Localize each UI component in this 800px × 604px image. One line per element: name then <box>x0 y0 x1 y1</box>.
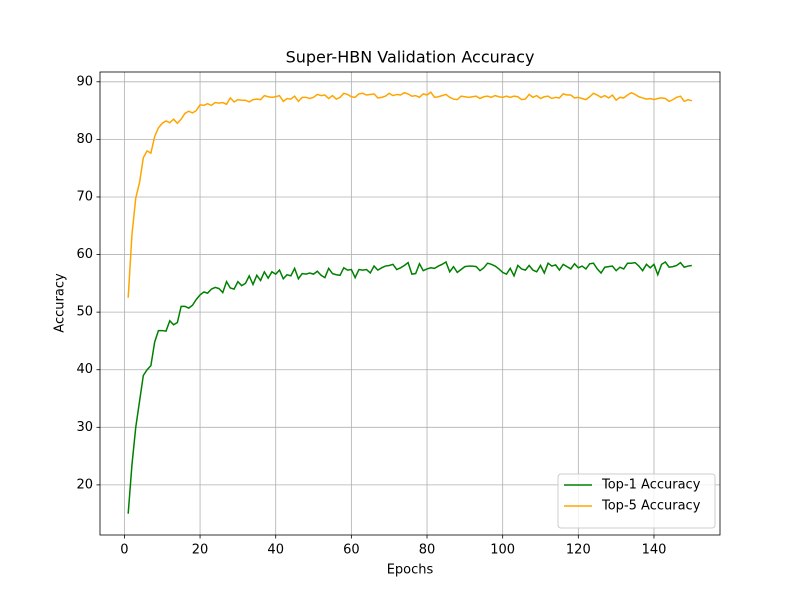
x-axis-label: Epochs <box>387 563 434 578</box>
x-tick-label: 60 <box>343 543 360 558</box>
y-tick-label: 20 <box>76 477 93 492</box>
x-tick-label: 120 <box>566 543 591 558</box>
x-tick-label: 20 <box>192 543 209 558</box>
data-line <box>127 260 692 514</box>
plot-frame <box>99 71 721 536</box>
y-axis-label: Accuracy <box>53 273 68 333</box>
y-tick-label: 90 <box>76 74 93 89</box>
chart-title: Super-HBN Validation Accuracy <box>286 48 535 67</box>
y-tick-label: 80 <box>76 132 93 147</box>
y-tick-label: 70 <box>76 189 93 204</box>
legend-label: Top-1 Accuracy <box>601 478 701 493</box>
legend-box <box>557 473 716 529</box>
x-tick-label: 100 <box>490 543 515 558</box>
x-tick-label: 140 <box>642 543 667 558</box>
y-tick-label: 50 <box>76 305 93 320</box>
x-tick-label: 80 <box>419 543 436 558</box>
y-tick-label: 60 <box>76 247 93 262</box>
y-tick-label: 40 <box>76 362 93 377</box>
y-tick-label: 30 <box>76 420 93 435</box>
legend-label: Top-5 Accuracy <box>601 499 701 514</box>
data-line <box>127 91 693 298</box>
x-tick-label: 40 <box>267 543 284 558</box>
x-tick-label: 0 <box>120 543 128 558</box>
